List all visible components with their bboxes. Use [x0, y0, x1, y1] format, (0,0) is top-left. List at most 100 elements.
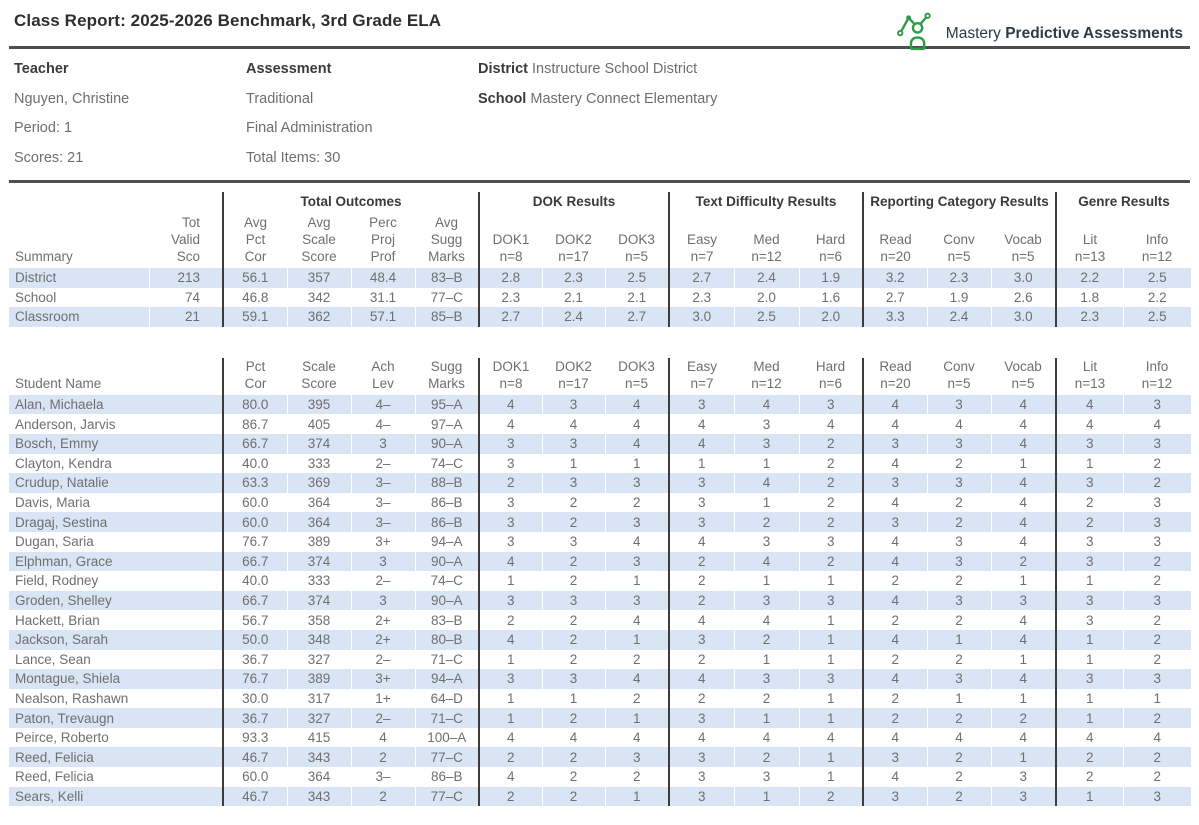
- column-header-row: Student Name Pct Cor Scale Score Ach Lev Sug…: [9, 357, 1191, 395]
- row-label-cell: Hackett, Brian: [15, 612, 100, 628]
- column-header-cell: Conv n=5: [943, 232, 975, 264]
- value-cell: 317: [286, 688, 351, 709]
- value-cell: 2+: [350, 629, 415, 650]
- value-cell: 94–A: [414, 531, 479, 552]
- value-cell: 4: [862, 727, 927, 748]
- group-header-cell: Genre Results: [1055, 192, 1192, 214]
- value-cell: 40.0: [222, 571, 287, 591]
- value-cell: 2: [926, 492, 991, 513]
- value-cell: 3: [862, 512, 927, 532]
- column-header-cell: Ach Lev: [371, 358, 395, 391]
- value-cell: 4: [1055, 394, 1123, 415]
- value-cell: 2: [1055, 747, 1123, 768]
- value-cell: 4–: [350, 414, 415, 434]
- row-label-cell: Paton, Trevaugn: [9, 708, 223, 728]
- value-cell: 3+: [350, 669, 415, 689]
- value-cell: 4: [604, 610, 669, 630]
- value-cell: 3.3: [862, 307, 928, 327]
- group-header-cell: Total Outcomes: [221, 192, 480, 214]
- value-cell: 333: [286, 571, 351, 591]
- value-cell: 66.7: [222, 433, 287, 454]
- value-cell: 2: [733, 747, 799, 768]
- value-cell: 4: [862, 551, 927, 572]
- value-cell: 2: [926, 610, 991, 630]
- value-cell: 358: [286, 610, 351, 630]
- value-cell: 60.0: [222, 767, 287, 787]
- value-cell: 2.1: [604, 287, 670, 308]
- value-cell: 3: [541, 669, 605, 689]
- value-cell: 1: [668, 453, 734, 474]
- value-cell: 4: [990, 610, 1056, 630]
- value-cell: 3: [668, 394, 734, 415]
- teacher-name: Nguyen, Christine: [14, 90, 130, 107]
- student-table: Student Name Pct Cor Scale Score Ach Lev Sug…: [9, 357, 1191, 807]
- value-cell: 2: [668, 551, 734, 572]
- value-cell: 4: [990, 531, 1056, 552]
- value-cell: 2: [668, 649, 734, 670]
- value-cell: 86–B: [414, 492, 479, 513]
- column-header-cell: Vocab n=5: [1004, 232, 1042, 264]
- value-cell: 2: [350, 786, 415, 807]
- value-cell: 3: [478, 590, 542, 611]
- value-cell: 374: [286, 433, 351, 454]
- value-cell: 57.1: [350, 307, 415, 327]
- value-cell: 2: [798, 473, 863, 493]
- value-cell: 4: [733, 551, 799, 572]
- value-cell: 3: [541, 473, 605, 493]
- value-cell: 2.2: [1055, 268, 1124, 288]
- column-header-cell: Hard n=6: [815, 232, 846, 264]
- column-header-cell: Tot Valid Sco: [170, 215, 200, 264]
- value-cell: 3: [604, 590, 669, 611]
- value-cell: 1: [1055, 688, 1123, 709]
- value-cell: 77–C: [414, 747, 479, 768]
- value-cell: 3: [1055, 669, 1123, 689]
- value-cell: 2: [862, 610, 927, 630]
- value-cell: 4: [478, 767, 542, 787]
- value-cell: 2: [1055, 512, 1123, 532]
- value-cell: 2: [541, 610, 605, 630]
- value-cell: 1: [926, 629, 991, 650]
- value-cell: 4: [733, 610, 799, 630]
- row-label-cell: Nealson, Rashawn: [15, 690, 129, 706]
- value-cell: 3: [862, 747, 927, 768]
- value-cell: 4: [604, 414, 669, 434]
- value-cell: 3: [1055, 551, 1123, 572]
- brand-name-light: Mastery: [945, 24, 1001, 42]
- value-cell: 1: [798, 629, 863, 650]
- value-cell: 2.1: [541, 287, 606, 308]
- school-label: School: [478, 90, 527, 107]
- value-cell: 59.1: [222, 307, 287, 327]
- value-cell: 4: [668, 669, 734, 689]
- value-cell: 2–: [350, 649, 415, 670]
- value-cell: 3.0: [990, 307, 1057, 327]
- value-cell: 2.5: [1122, 307, 1192, 327]
- value-cell: 2: [604, 492, 669, 513]
- student-row: Bosch, Emmy 66.7 374 3 90–A 3 3 4 4 3 2 3 3 4 3 3: [9, 433, 1191, 454]
- value-cell: 1: [478, 571, 542, 591]
- district-line: District Instructure School District: [478, 55, 1185, 85]
- value-cell: 2.7: [862, 287, 928, 308]
- value-cell: 2.3: [541, 268, 606, 288]
- value-cell: 4: [862, 767, 927, 787]
- group-header-cell: [9, 192, 223, 214]
- value-cell: 46.8: [222, 287, 287, 308]
- value-cell: 2.7: [478, 307, 543, 327]
- value-cell: 2.0: [798, 307, 864, 327]
- row-label-cell: Reed, Felicia: [9, 747, 223, 768]
- value-cell: 2: [926, 571, 991, 591]
- column-header-cell: DOK1 n=8: [478, 214, 543, 268]
- value-cell: 3: [926, 590, 991, 611]
- student-row: Reed, Felicia 60.0 364 3– 86–B 4 2 2 3 3 1 4 2 3 2 2: [9, 767, 1191, 787]
- mastery-logo-icon: [896, 11, 936, 56]
- value-cell: 2: [541, 571, 605, 591]
- value-cell: 2.3: [926, 268, 992, 288]
- column-header-cell: Lit n=13: [1055, 357, 1123, 395]
- value-cell: 1: [990, 688, 1056, 709]
- value-cell: 4–: [350, 394, 415, 415]
- value-cell: 3: [350, 590, 415, 611]
- value-cell: 3: [1122, 394, 1191, 415]
- value-cell: 2.4: [733, 268, 800, 288]
- value-cell: 60.0: [222, 492, 287, 513]
- value-cell: 2: [541, 786, 605, 807]
- value-cell: 93.3: [222, 727, 287, 748]
